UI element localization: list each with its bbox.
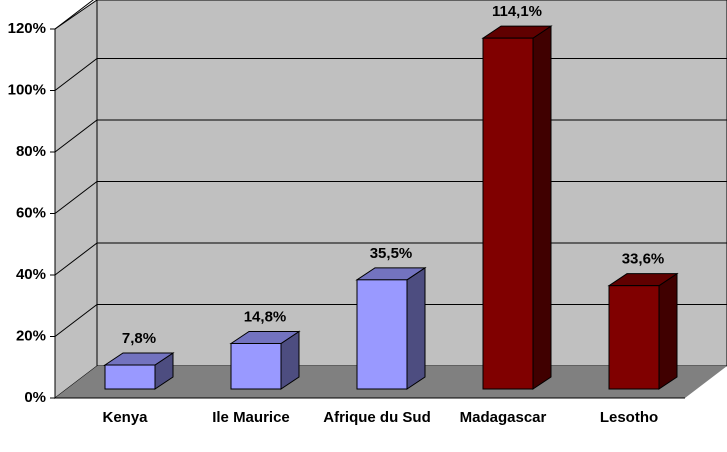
bar-side xyxy=(532,25,552,390)
x-tick-label: Lesotho xyxy=(599,409,659,426)
y-tick-label: 80% xyxy=(16,143,46,160)
grid-line xyxy=(54,0,94,30)
value-label: 33,6% xyxy=(622,251,665,268)
value-label: 7,8% xyxy=(122,330,156,347)
y-tick-label: 120% xyxy=(8,20,46,37)
y-tick-label: 20% xyxy=(16,327,46,344)
y-tick-label: 0% xyxy=(24,389,46,406)
x-tick-label: Kenya xyxy=(102,409,148,426)
bar-side xyxy=(658,272,678,390)
x-tick-label: Afrique du Sud xyxy=(323,409,431,426)
bar xyxy=(356,279,408,390)
side-wall xyxy=(54,0,98,400)
x-tick-label: Madagascar xyxy=(459,409,547,426)
bar xyxy=(608,285,660,390)
bar-side xyxy=(406,266,426,390)
bar xyxy=(482,37,534,390)
x-tick-label: Ile Maurice xyxy=(212,409,290,426)
y-tick-label: 40% xyxy=(16,266,46,283)
y-tick-label: 60% xyxy=(16,204,46,221)
bar xyxy=(230,342,282,390)
value-label: 14,8% xyxy=(244,308,287,325)
value-label: 35,5% xyxy=(370,245,413,262)
bar xyxy=(104,364,156,390)
value-label: 114,1% xyxy=(492,3,542,20)
y-tick-label: 100% xyxy=(8,81,46,98)
